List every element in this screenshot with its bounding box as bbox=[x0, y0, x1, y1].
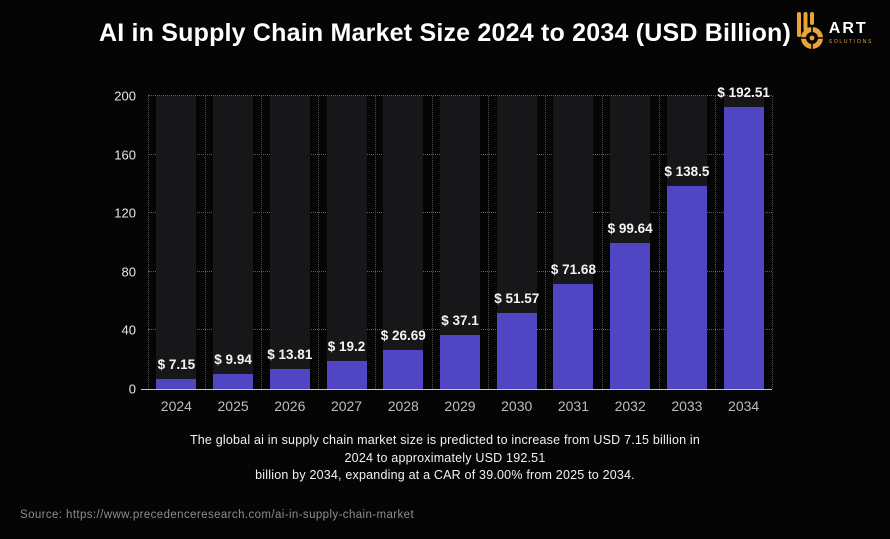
bar-2032 bbox=[610, 243, 651, 389]
gridline-vertical bbox=[545, 96, 547, 389]
bar-track bbox=[383, 96, 424, 389]
x-axis-tick-label: 2026 bbox=[274, 398, 306, 414]
bar-value-label: $ 99.64 bbox=[607, 221, 653, 237]
brand-logo-text: ART SOLUTIONS bbox=[828, 19, 873, 45]
bar-value-label: $ 192.51 bbox=[717, 84, 770, 100]
bar-value-label: $ 138.5 bbox=[664, 164, 710, 180]
bar-column-2030: $ 51.57 2030 bbox=[488, 96, 545, 414]
source-text: Source: https://www.precedenceresearch.c… bbox=[20, 509, 415, 521]
x-axis-tick-label: 2027 bbox=[330, 398, 363, 414]
bar-2028 bbox=[383, 349, 424, 389]
gridline-horizontal bbox=[148, 95, 772, 96]
y-axis-tick-label: 0 bbox=[128, 381, 136, 397]
bar-column-2029: $ 37.1 2029 bbox=[432, 96, 489, 414]
bar-chart: 0 40 80 120 160 200 $ 7.15 2024 $ 9.94 2025 $ 13.8… bbox=[114, 85, 773, 414]
gridline-vertical bbox=[204, 96, 206, 389]
bar-2033 bbox=[666, 186, 707, 389]
x-axis-tick-label: 2033 bbox=[671, 398, 703, 414]
bar-2030 bbox=[496, 313, 537, 389]
gridline-vertical bbox=[772, 96, 773, 389]
gridline-vertical bbox=[431, 96, 433, 389]
gridline-vertical bbox=[601, 96, 603, 389]
bar-column-2025: $ 9.94 2025 bbox=[205, 96, 262, 414]
bar-column-2028: $ 26.69 2028 bbox=[375, 96, 432, 414]
bar-column-2024: $ 7.15 2024 bbox=[148, 96, 205, 414]
x-axis-tick-label: 2030 bbox=[501, 398, 533, 414]
zero-axis-tick bbox=[141, 389, 148, 390]
caption-line: The global ai in supply chain market siz… bbox=[189, 433, 701, 447]
bar-value-label: $ 13.81 bbox=[267, 346, 313, 362]
x-axis-tick-label: 2025 bbox=[217, 398, 249, 414]
bar-track bbox=[326, 96, 367, 389]
caption-line: 2024 to approximately USD 192.51 bbox=[344, 450, 546, 465]
bar-track bbox=[156, 96, 197, 389]
bar-value-label: $ 37.1 bbox=[441, 312, 479, 328]
x-axis-tick-label: 2032 bbox=[614, 398, 646, 414]
brand-logo: ART SOLUTIONS bbox=[794, 11, 873, 54]
bar-column-2034: $ 192.51 2034 bbox=[715, 85, 772, 414]
gridline-vertical bbox=[318, 96, 320, 389]
bar-value-label: $ 26.69 bbox=[380, 327, 426, 343]
x-axis-tick-label: 2034 bbox=[728, 398, 760, 414]
infographic-page: AI in Supply Chain Market Size 2024 to 2… bbox=[0, 0, 890, 521]
bar-column-2026: $ 13.81 2026 bbox=[261, 96, 318, 414]
bar-2034 bbox=[723, 106, 764, 389]
x-axis-tick-label: 2028 bbox=[387, 398, 419, 414]
bar-2024 bbox=[156, 378, 197, 389]
bar-value-label: $ 7.15 bbox=[157, 356, 196, 372]
bar-value-label: $ 9.94 bbox=[214, 352, 252, 368]
bar-2031 bbox=[553, 284, 594, 389]
plot-area: 0 40 80 120 160 200 $ 7.15 2024 $ 9.94 2025 $ 13.8… bbox=[114, 85, 773, 414]
y-axis-tick-label: 160 bbox=[114, 147, 136, 163]
bar-track bbox=[213, 96, 254, 389]
bar-track bbox=[269, 96, 310, 389]
bar-2026 bbox=[269, 368, 310, 389]
x-axis-tick-label: 2029 bbox=[444, 398, 476, 414]
bar-2029 bbox=[439, 334, 480, 389]
bar-value-label: $ 71.68 bbox=[550, 262, 596, 277]
bar-value-label: $ 19.2 bbox=[327, 338, 366, 354]
caption: The global ai in supply chain market siz… bbox=[0, 432, 890, 485]
y-axis-tick-label: 40 bbox=[121, 322, 136, 338]
bar-column-2032: $ 99.64 2032 bbox=[602, 96, 659, 414]
header: AI in Supply Chain Market Size 2024 to 2… bbox=[0, 0, 890, 64]
chart-title: AI in Supply Chain Market Size 2024 to 2… bbox=[98, 19, 792, 47]
caption-line: billion by 2034, expanding at a CAR of 3… bbox=[255, 468, 635, 482]
x-axis-tick-label: 2024 bbox=[160, 398, 192, 414]
bar-value-label: $ 51.57 bbox=[494, 291, 540, 307]
brand-subtitle: SOLUTIONS bbox=[828, 38, 873, 45]
gridline-vertical bbox=[488, 96, 490, 389]
y-axis-tick-label: 120 bbox=[114, 205, 136, 221]
b-wheel-logo-icon bbox=[794, 11, 824, 54]
bar-column-2031: $ 71.68 2031 bbox=[545, 96, 602, 414]
y-axis-tick-label: 80 bbox=[121, 264, 136, 280]
gridline-vertical bbox=[148, 96, 149, 389]
brand-name: ART bbox=[828, 19, 868, 37]
gridline-vertical bbox=[658, 96, 660, 389]
y-axis-tick-label: 200 bbox=[114, 88, 136, 104]
gridline-vertical bbox=[261, 96, 263, 389]
bar-column-2027: $ 19.2 2027 bbox=[318, 96, 375, 414]
bar-column-2033: $ 138.5 2033 bbox=[659, 96, 716, 414]
gridline-vertical bbox=[715, 96, 717, 389]
bar-2027 bbox=[326, 360, 367, 389]
bar-2025 bbox=[213, 374, 254, 389]
x-axis-tick-label: 2031 bbox=[557, 398, 590, 414]
gridline-vertical bbox=[374, 96, 376, 389]
